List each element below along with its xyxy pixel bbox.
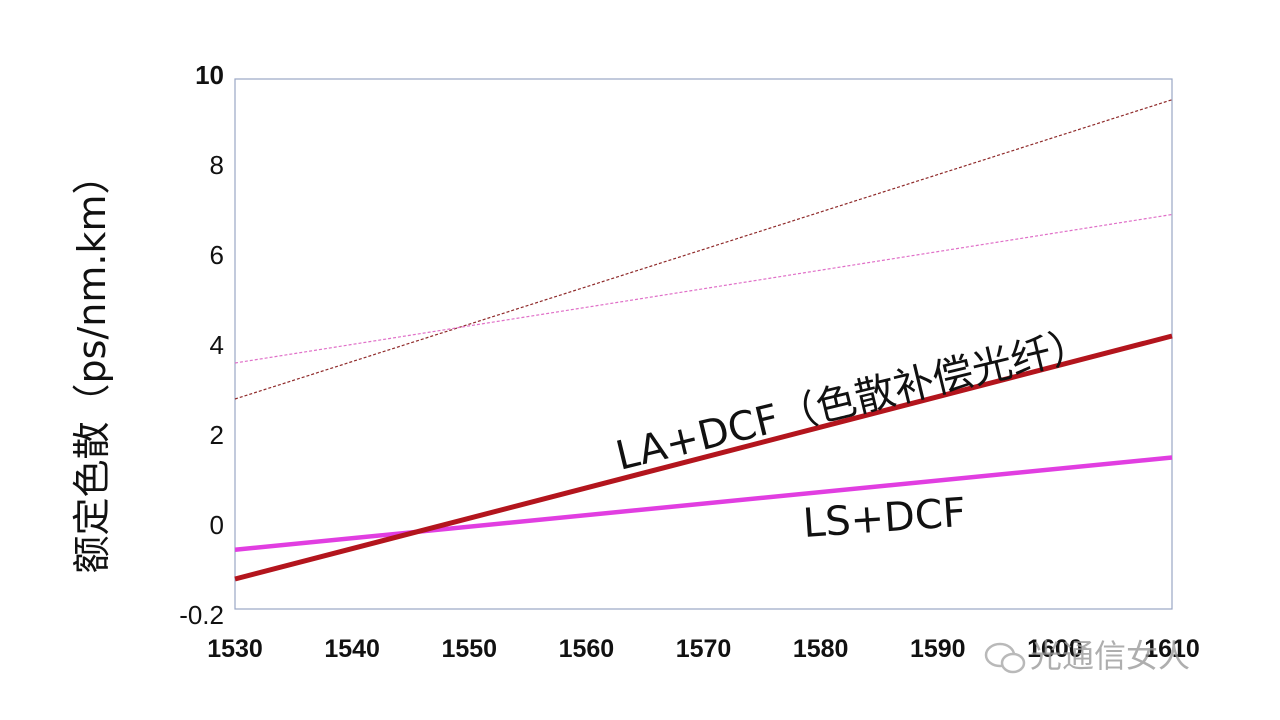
series-layer [234, 99, 1173, 582]
x-tick-label: 1610 [1144, 635, 1200, 663]
x-tick-labels: 1530 1540 1550 1560 1570 1580 1590 1600 1610 [207, 635, 1200, 663]
y-tick-label: 10 [195, 60, 224, 90]
x-tick-label: 1570 [676, 635, 732, 663]
y-tick-label: -0.2 [179, 600, 224, 630]
y-tick-label: 6 [210, 240, 224, 270]
annotation-ls-dcf: LS+DCF [801, 490, 967, 547]
series-line-3 [234, 213, 1173, 364]
series-line-1 [234, 455, 1173, 552]
y-tick-labels: 10 8 6 4 2 0 -0.2 [179, 60, 224, 630]
plot-area [234, 78, 1173, 610]
x-tick-label: 1600 [1027, 635, 1083, 663]
x-tick-label: 1550 [441, 635, 497, 663]
x-tick-label: 1590 [910, 635, 966, 663]
y-tick-label: 0 [210, 510, 224, 540]
y-tick-label: 8 [210, 150, 224, 180]
x-tick-label: 1540 [324, 635, 380, 663]
y-axis-label: 额定色散（ps/nm.km） [70, 157, 114, 574]
x-tick-label: 1530 [207, 635, 263, 663]
y-tick-label: 4 [210, 330, 224, 360]
series-line-0 [234, 333, 1173, 582]
watermark-text: 光通信女人 [1030, 637, 1190, 675]
x-tick-label: 1560 [559, 635, 615, 663]
series-line-2 [234, 99, 1173, 400]
y-tick-label: 2 [210, 420, 224, 450]
x-tick-label: 1580 [793, 635, 849, 663]
watermark: 光通信女人 [984, 637, 1190, 675]
wechat-icon [984, 642, 1026, 674]
